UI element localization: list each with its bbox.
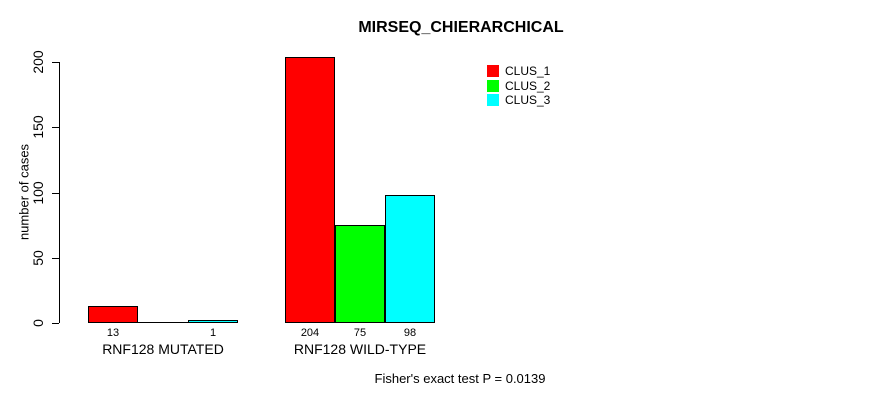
legend-item: CLUS_1 — [487, 64, 550, 78]
legend-swatch-clus_3 — [487, 94, 499, 107]
y-axis-tick — [52, 62, 59, 63]
y-tick-label: 150 — [30, 115, 46, 139]
y-tick-label: 0 — [30, 319, 46, 327]
legend-label: CLUS_1 — [505, 64, 551, 78]
bar-clus_3 — [188, 320, 238, 323]
bar-clus_2 — [335, 225, 385, 323]
bar-value-label: 1 — [209, 327, 217, 339]
bar-value-label: 13 — [106, 327, 120, 339]
bar-value-label: 75 — [353, 327, 367, 339]
chart-title: MIRSEQ_CHIERARCHICAL — [358, 19, 564, 36]
y-axis-line — [59, 62, 60, 323]
bar-value-label: 98 — [403, 327, 417, 339]
group-label: RNF128 WILD-TYPE — [293, 341, 427, 357]
legend-swatch-clus_1 — [487, 65, 499, 77]
bar-value-label: 204 — [300, 327, 320, 339]
y-axis-tick — [52, 193, 59, 194]
bar-clus_1 — [88, 306, 138, 323]
group-label: RNF128 MUTATED — [102, 341, 224, 357]
bar-clus_1 — [285, 57, 335, 323]
y-tick-label: 50 — [30, 250, 46, 266]
y-tick-label: 100 — [30, 181, 46, 205]
bar-clus_2-zero — [138, 322, 188, 323]
y-tick-label: 200 — [30, 50, 46, 74]
y-axis-tick — [52, 323, 59, 324]
legend-label: CLUS_3 — [505, 93, 551, 108]
bar-clus_3 — [385, 195, 435, 323]
legend-item: CLUS_2 — [487, 79, 550, 93]
y-axis-tick — [52, 127, 59, 128]
legend-item: CLUS_3 — [487, 93, 550, 107]
fisher-test-annotation: Fisher's exact test P = 0.0139 — [374, 371, 546, 386]
y-axis-tick — [52, 258, 59, 259]
legend-swatch-clus_2 — [487, 79, 499, 92]
legend-label: CLUS_2 — [505, 78, 551, 93]
